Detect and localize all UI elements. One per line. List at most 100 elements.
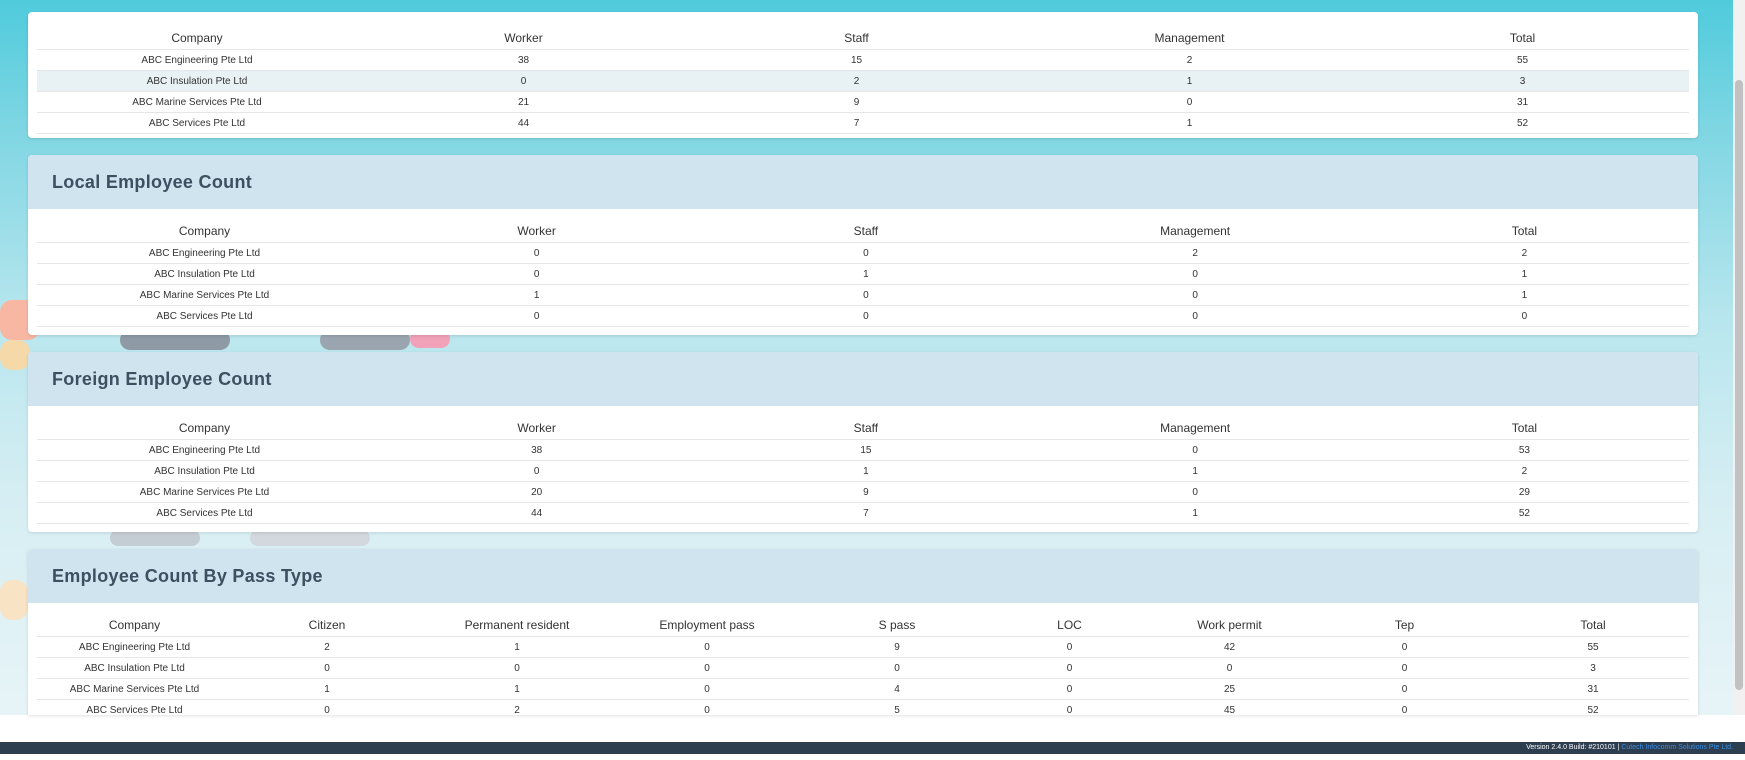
- cell-worker: 38: [372, 439, 702, 461]
- cell-loc: 0: [992, 636, 1147, 658]
- col-total: Total: [1580, 618, 1606, 632]
- cell-tep: 0: [1312, 636, 1497, 658]
- cell-management: 0: [1030, 263, 1360, 285]
- cell-worker: 0: [372, 263, 702, 285]
- cell-company: ABC Insulation Pte Ltd: [37, 460, 372, 482]
- col-work-permit: Work permit: [1197, 618, 1262, 632]
- bg-shape-peach-2: [0, 580, 28, 620]
- cell-management: 0: [1030, 305, 1360, 327]
- cell-total: 52: [1497, 699, 1689, 715]
- table-header-row: Company Citizen Permanent resident Emplo…: [37, 605, 1689, 637]
- foreign-employee-table: Company Worker Staff Management Total AB…: [37, 408, 1689, 524]
- cell-staff: 1: [701, 460, 1031, 482]
- cell-company: ABC Services Pte Ltd: [37, 699, 232, 715]
- cell-company: ABC Services Pte Ltd: [37, 305, 372, 327]
- cell-s-pass: 5: [802, 699, 992, 715]
- scrollbar-thumb[interactable]: [1735, 80, 1743, 690]
- table-row: ABC Marine Services Pte Ltd 21 9 0 31: [37, 91, 1689, 113]
- cell-staff: 1: [701, 263, 1031, 285]
- col-s-pass: S pass: [878, 618, 916, 632]
- cell-tep: 0: [1312, 657, 1497, 679]
- local-employee-panel: Local Employee Count Company Worker Staf…: [28, 155, 1698, 335]
- table-row: ABC Marine Services Pte Ltd 1 0 0 1: [37, 284, 1689, 306]
- cell-company: ABC Engineering Pte Ltd: [37, 242, 372, 264]
- cell-total: 52: [1356, 112, 1689, 134]
- panel-header: Employee Count By Pass Type: [28, 549, 1698, 603]
- cell-management: 0: [1023, 91, 1356, 113]
- table-row: ABC Engineering Pte Ltd 38 15 0 53: [37, 439, 1689, 461]
- panel-title: Employee Count By Pass Type: [52, 565, 323, 586]
- cell-employment-pass: 0: [612, 678, 802, 700]
- cell-permanent-resident: 1: [422, 636, 612, 658]
- col-total: Total: [1511, 421, 1538, 435]
- table-row: ABC Insulation Pte Ltd 0 1 0 1: [37, 263, 1689, 285]
- table-row: ABC Insulation Pte Ltd 0 2 1 3: [37, 70, 1689, 92]
- cell-company: ABC Services Pte Ltd: [37, 502, 372, 524]
- footer: Version 2.4.0 Build: #210101 | Cutech In…: [0, 742, 1745, 754]
- col-management: Management: [1160, 421, 1231, 435]
- col-loc: LOC: [1057, 618, 1082, 632]
- cell-total: 31: [1356, 91, 1689, 113]
- cell-s-pass: 9: [802, 636, 992, 658]
- cell-management: 2: [1030, 242, 1360, 264]
- cell-total: 2: [1359, 460, 1689, 482]
- bg-shape-keyboard: [120, 330, 230, 350]
- cell-staff: 7: [690, 112, 1023, 134]
- cell-work-permit: 45: [1147, 699, 1312, 715]
- cell-staff: 7: [701, 502, 1031, 524]
- cell-work-permit: 25: [1147, 678, 1312, 700]
- cell-management: 1: [1023, 112, 1356, 134]
- cell-staff: 0: [701, 242, 1031, 264]
- cell-staff: 2: [690, 70, 1023, 92]
- total-employee-panel: Company Worker Staff Management Total AB…: [28, 12, 1698, 138]
- cell-worker: 0: [357, 70, 690, 92]
- cell-worker: 44: [372, 502, 702, 524]
- cell-management: 1: [1030, 502, 1360, 524]
- col-staff: Staff: [853, 421, 879, 435]
- bg-shape-laptop: [320, 330, 410, 350]
- col-management: Management: [1154, 31, 1225, 45]
- table-row: ABC Engineering Pte Ltd 2 1 0 9 0 42 0 5…: [37, 636, 1689, 658]
- local-employee-table: Company Worker Staff Management Total AB…: [37, 211, 1689, 327]
- col-worker: Worker: [504, 31, 543, 45]
- col-permanent-resident: Permanent resident: [464, 618, 570, 632]
- table-row: ABC Services Pte Ltd 0 0 0 0: [37, 305, 1689, 327]
- cell-total: 53: [1359, 439, 1689, 461]
- cell-company: ABC Marine Services Pte Ltd: [37, 91, 357, 113]
- cell-loc: 0: [992, 699, 1147, 715]
- cell-staff: 0: [701, 284, 1031, 306]
- col-employment-pass: Employment pass: [659, 618, 755, 632]
- col-total: Total: [1509, 31, 1536, 45]
- table-row: ABC Services Pte Ltd 44 7 1 52: [37, 112, 1689, 134]
- col-total: Total: [1511, 224, 1538, 238]
- bg-shape-peach: [0, 340, 30, 370]
- pass-type-panel: Employee Count By Pass Type Company Citi…: [28, 549, 1698, 715]
- cell-total: 29: [1359, 481, 1689, 503]
- col-staff: Staff: [853, 224, 879, 238]
- total-employee-table: Company Worker Staff Management Total AB…: [37, 18, 1689, 134]
- cell-worker: 1: [372, 284, 702, 306]
- col-staff: Staff: [844, 31, 869, 45]
- table-row: ABC Marine Services Pte Ltd 1 1 0 4 0 25…: [37, 678, 1689, 700]
- cell-s-pass: 4: [802, 678, 992, 700]
- cell-staff: 0: [701, 305, 1031, 327]
- cell-total: 1: [1359, 263, 1689, 285]
- cell-worker: 38: [357, 49, 690, 71]
- cell-loc: 0: [992, 678, 1147, 700]
- col-management: Management: [1160, 224, 1231, 238]
- cell-company: ABC Insulation Pte Ltd: [37, 657, 232, 679]
- table-row: ABC Services Pte Ltd 44 7 1 52: [37, 502, 1689, 524]
- cell-company: ABC Engineering Pte Ltd: [37, 49, 357, 71]
- cell-total: 31: [1497, 678, 1689, 700]
- cell-total: 52: [1359, 502, 1689, 524]
- panel-title: Local Employee Count: [52, 171, 253, 192]
- cell-company: ABC Marine Services Pte Ltd: [37, 678, 232, 700]
- company-link[interactable]: Cutech Infocomm Solutions Pte Ltd.: [1621, 744, 1733, 751]
- cell-total: 3: [1497, 657, 1689, 679]
- panel-title: Foreign Employee Count: [52, 368, 272, 389]
- panel-header: Local Employee Count: [28, 155, 1698, 209]
- cell-worker: 0: [372, 460, 702, 482]
- table-row: ABC Insulation Pte Ltd 0 1 1 2: [37, 460, 1689, 482]
- cell-s-pass: 0: [802, 657, 992, 679]
- cell-work-permit: 0: [1147, 657, 1312, 679]
